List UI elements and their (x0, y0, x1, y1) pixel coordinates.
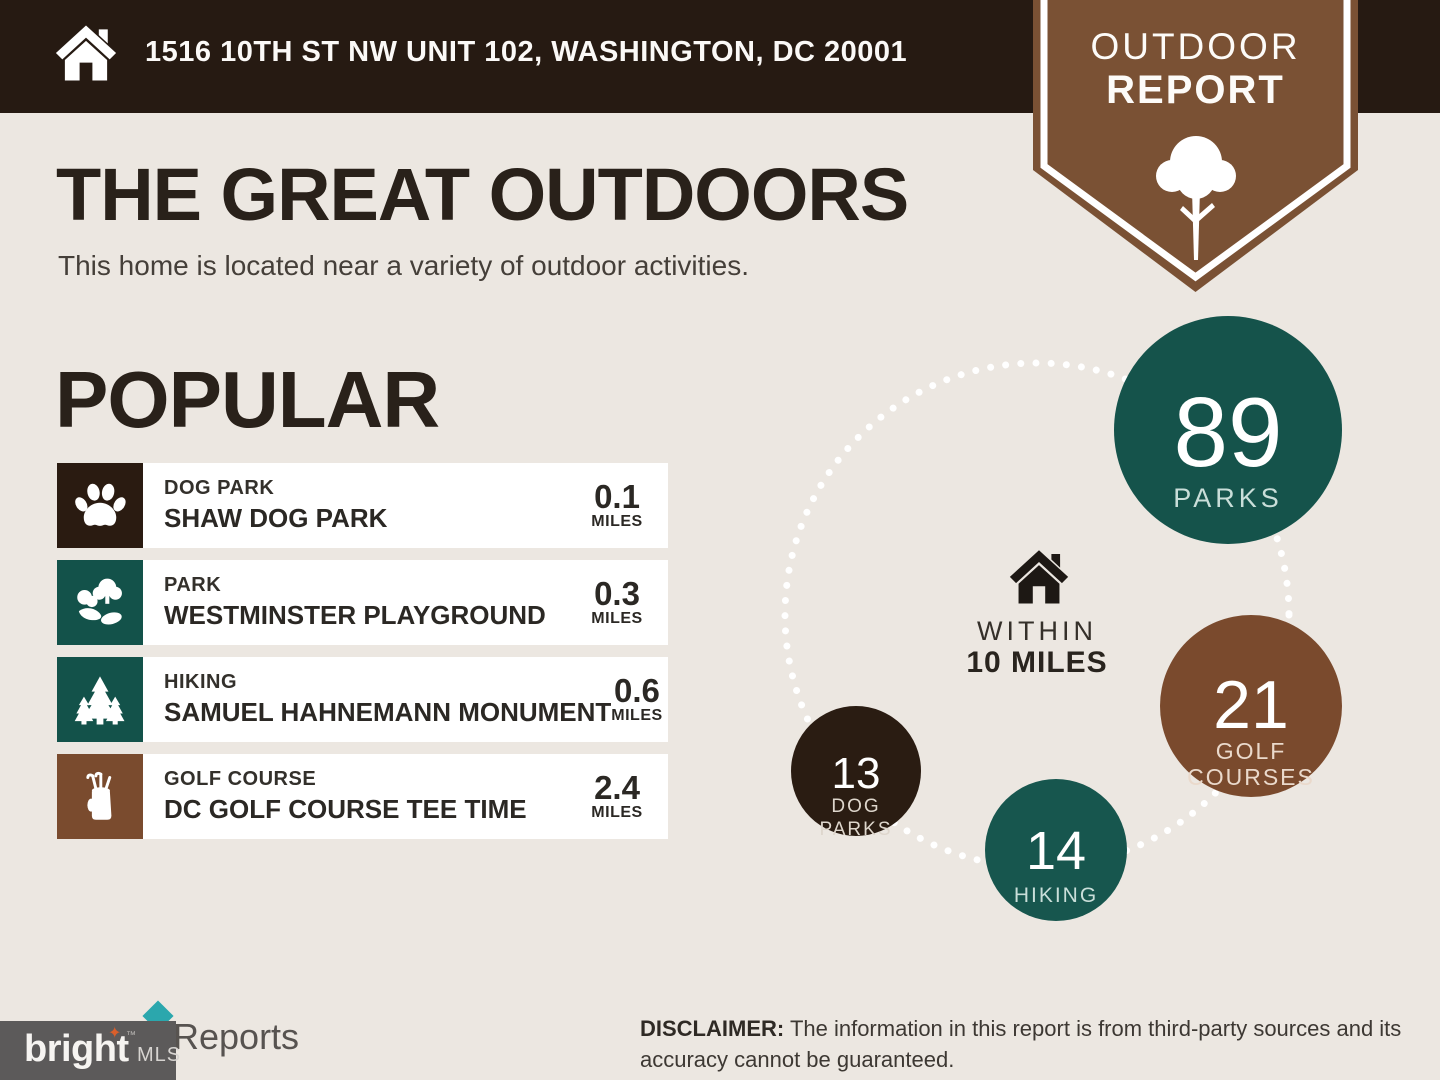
popular-heading: POPULAR (55, 355, 440, 444)
list-item-hiking: HIKING SAMUEL HAHNEMANN MONUMENT 0.6 MIL… (57, 657, 668, 742)
bubble-golf-courses: 21 GOLF COURSES (1160, 615, 1342, 797)
page-title: THE GREAT OUTDOORS (56, 153, 909, 236)
star-icon: ✦ (108, 1025, 122, 1042)
ribbon-title-line2: REPORT (1106, 68, 1285, 112)
item-category: PARK (164, 574, 222, 596)
item-name: SHAW DOG PARK (164, 503, 388, 533)
item-category: HIKING (164, 671, 237, 693)
center-home-icon (1009, 550, 1069, 604)
golf-bag-icon (57, 754, 143, 839)
list-item-golf: GOLF COURSE DC GOLF COURSE TEE TIME 2.4 … (57, 754, 668, 839)
page-subtitle: This home is located near a variety of o… (58, 250, 750, 281)
paw-icon (57, 463, 143, 548)
item-category: GOLF COURSE (164, 768, 317, 790)
reports-watermark-text: Reports (173, 1016, 300, 1057)
hiking-count: 14 (1026, 821, 1086, 881)
item-name: SAMUEL HAHNEMANN MONUMENT (164, 697, 612, 727)
popular-list: DOG PARK SHAW DOG PARK 0.1 MILES (57, 463, 668, 851)
disclaimer: DISCLAIMER: The information in this repo… (640, 1013, 1440, 1075)
item-distance: 0.3 MILES (591, 575, 643, 627)
radius-bubble-chart: 89 PARKS 21 GOLF COURSES 14 HIKING 13 DO… (781, 316, 1342, 921)
bubble-parks: 89 PARKS (1114, 316, 1342, 544)
ribbon-title-line1: OUTDOOR (1090, 26, 1301, 67)
list-item-park: PARK WESTMINSTER PLAYGROUND 0.3 MILES (57, 560, 668, 645)
item-name: DC GOLF COURSE TEE TIME (164, 794, 527, 824)
bubble-dog-parks: 13 DOG PARKS (791, 706, 921, 840)
bright-mls-logo: bright ✦ ™ MLS (0, 1021, 180, 1080)
trademark-symbol: ™ (126, 1030, 136, 1041)
item-distance: 0.6 MILES (611, 672, 663, 724)
item-name: WESTMINSTER PLAYGROUND (164, 600, 546, 630)
property-address: 1516 10TH ST NW UNIT 102, WASHINGTON, DC… (145, 36, 908, 68)
golf-label-line2: COURSES (1187, 764, 1315, 790)
item-distance: 2.4 MILES (591, 769, 643, 821)
item-distance: 0.1 MILES (591, 478, 643, 530)
dog-parks-count: 13 (832, 749, 881, 798)
item-category: DOG PARK (164, 477, 275, 499)
park-icon (57, 560, 143, 645)
dog-parks-label-line2: PARKS (819, 819, 892, 840)
list-item-panel: HIKING SAMUEL HAHNEMANN MONUMENT 0.6 MIL… (143, 657, 668, 742)
list-item-dog-park: DOG PARK SHAW DOG PARK 0.1 MILES (57, 463, 668, 548)
disclaimer-label: DISCLAIMER: (640, 1016, 785, 1041)
golf-count: 21 (1213, 667, 1289, 743)
bubble-hiking: 14 HIKING (985, 779, 1127, 921)
dog-parks-label-line1: DOG (831, 796, 880, 817)
mls-logo-text: MLS (137, 1044, 182, 1066)
list-item-panel: PARK WESTMINSTER PLAYGROUND 0.3 MILES (143, 560, 668, 645)
list-item-panel: GOLF COURSE DC GOLF COURSE TEE TIME 2.4 … (143, 754, 668, 839)
center-label-line1: WITHIN (977, 616, 1097, 646)
bright-logo-text: bright (24, 1028, 129, 1070)
disclaimer-text: The information in this report is from t… (640, 1016, 1402, 1072)
tree-icon (1156, 136, 1236, 260)
parks-label: PARKS (1173, 483, 1283, 513)
center-label-line2: 10 MILES (966, 646, 1107, 679)
golf-label-line1: GOLF (1216, 738, 1287, 764)
parks-count: 89 (1173, 377, 1282, 487)
home-icon (55, 25, 117, 81)
list-item-panel: DOG PARK SHAW DOG PARK 0.1 MILES (143, 463, 668, 548)
hiking-label: HIKING (1014, 884, 1098, 907)
outdoor-report-ribbon: OUTDOOR REPORT (1033, 0, 1358, 292)
pine-trees-icon (57, 657, 143, 742)
